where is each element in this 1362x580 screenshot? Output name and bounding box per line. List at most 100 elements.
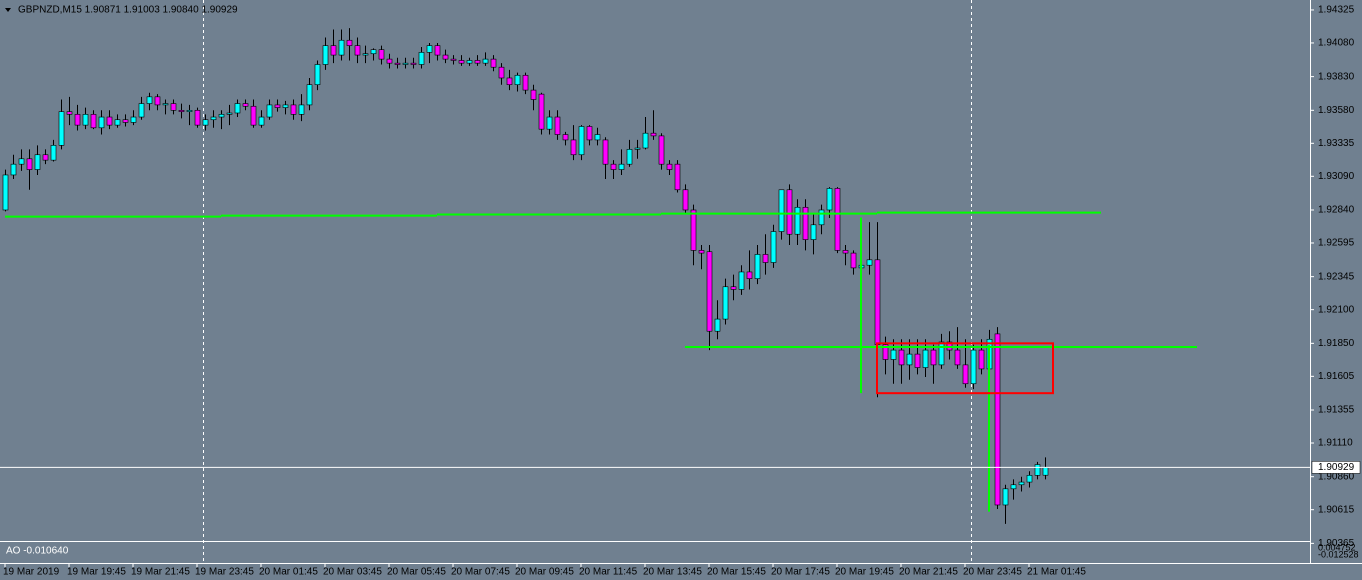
candle-body — [266, 104, 273, 118]
candle-body — [714, 318, 721, 332]
candle-body — [346, 39, 353, 46]
candle-body — [562, 134, 569, 141]
candle-body — [610, 163, 617, 170]
candle-body — [698, 250, 705, 254]
candle-body — [226, 112, 233, 115]
indicator-tick: -0.012528 — [1318, 549, 1359, 559]
candle-body — [802, 206, 809, 240]
candle-body — [42, 154, 49, 161]
y-tick-label: 1.93580 — [1318, 105, 1355, 116]
y-tick-label: 1.92345 — [1318, 271, 1355, 282]
candle-body — [490, 58, 497, 68]
candle-body — [658, 135, 665, 165]
x-tick-label: 20 Mar 01:45 — [259, 567, 318, 578]
candle-body — [850, 252, 857, 269]
candle-body — [330, 45, 337, 56]
candle-body — [394, 62, 401, 65]
candle-body — [218, 114, 225, 118]
x-tick-label: 20 Mar 07:45 — [451, 567, 510, 578]
candle-body — [242, 103, 249, 107]
candle-body — [482, 58, 489, 64]
x-tick-label: 20 Mar 05:45 — [387, 567, 446, 578]
x-tick-label: 20 Mar 15:45 — [707, 567, 766, 578]
candle-body — [1026, 475, 1033, 483]
candle-body — [410, 62, 417, 65]
candle-body — [778, 189, 785, 232]
candle-body — [426, 45, 433, 53]
x-tick-label: 19 Mar 2019 — [3, 567, 60, 578]
candle-body — [738, 271, 745, 290]
candle-body — [274, 104, 281, 108]
candle-body — [210, 116, 217, 121]
candle-body — [618, 163, 625, 170]
candle-body — [522, 74, 529, 91]
candle-body — [650, 132, 657, 137]
x-tick-label: 20 Mar 17:45 — [771, 567, 830, 578]
candle-body — [34, 154, 41, 170]
candle-body — [162, 103, 169, 106]
candle-body — [466, 60, 473, 64]
candle-body — [794, 206, 801, 235]
candle-body — [666, 163, 673, 170]
y-tick-label: 1.90365 — [1318, 538, 1355, 549]
candle-body — [954, 349, 961, 366]
candle-body — [498, 66, 505, 79]
candle-body — [546, 116, 553, 130]
candle-body — [234, 103, 241, 114]
y-tick-label: 1.91355 — [1318, 405, 1355, 416]
candle-body — [1010, 484, 1017, 490]
candle-body — [890, 349, 897, 360]
candle-body — [786, 189, 793, 235]
candle-body — [306, 84, 313, 106]
candle-body — [874, 259, 881, 345]
candle-body — [282, 104, 289, 108]
candle-body — [818, 209, 825, 226]
menu-arrow — [5, 8, 11, 12]
candle-body — [50, 145, 57, 161]
candle-body — [594, 134, 601, 141]
y-tick-label: 1.93335 — [1318, 138, 1355, 149]
candle-body — [450, 58, 457, 61]
candle-body — [914, 353, 921, 368]
candle-body — [18, 158, 25, 165]
y-tick-label: 1.92840 — [1318, 205, 1355, 216]
candle-body — [1034, 464, 1041, 476]
candle-body — [298, 104, 305, 115]
x-tick-label: 20 Mar 23:45 — [963, 567, 1022, 578]
candle-body — [258, 116, 265, 126]
x-tick-label: 20 Mar 13:45 — [643, 567, 702, 578]
y-tick-label: 1.93090 — [1318, 171, 1355, 182]
candle-body — [1042, 467, 1049, 476]
candle-body — [602, 139, 609, 165]
x-tick-label: 21 Mar 01:45 — [1027, 567, 1086, 578]
candle-body — [586, 126, 593, 141]
candle-body — [90, 114, 97, 129]
candle-body — [322, 45, 329, 65]
candle-body — [994, 333, 1001, 506]
candle-body — [58, 111, 65, 146]
candle-body — [202, 119, 209, 126]
candle-body — [458, 60, 465, 64]
last-price-label: 1.90929 — [1318, 462, 1355, 473]
candle-body — [530, 89, 537, 100]
candle-body — [746, 271, 753, 279]
candle-body — [722, 286, 729, 320]
candle-body — [682, 189, 689, 211]
candle-body — [834, 188, 841, 251]
candle-body — [770, 231, 777, 263]
x-tick-label: 20 Mar 19:45 — [835, 567, 894, 578]
candle-body — [938, 341, 945, 366]
candle-body — [170, 103, 177, 111]
x-tick-label: 20 Mar 21:45 — [899, 567, 958, 578]
candle-body — [962, 364, 969, 385]
candle-body — [906, 353, 913, 366]
candle-body — [138, 103, 145, 118]
y-tick-label: 1.92595 — [1318, 238, 1355, 249]
candle-body — [370, 49, 377, 55]
candle-body — [402, 62, 409, 65]
candle-body — [186, 110, 193, 112]
candle-body — [570, 139, 577, 156]
